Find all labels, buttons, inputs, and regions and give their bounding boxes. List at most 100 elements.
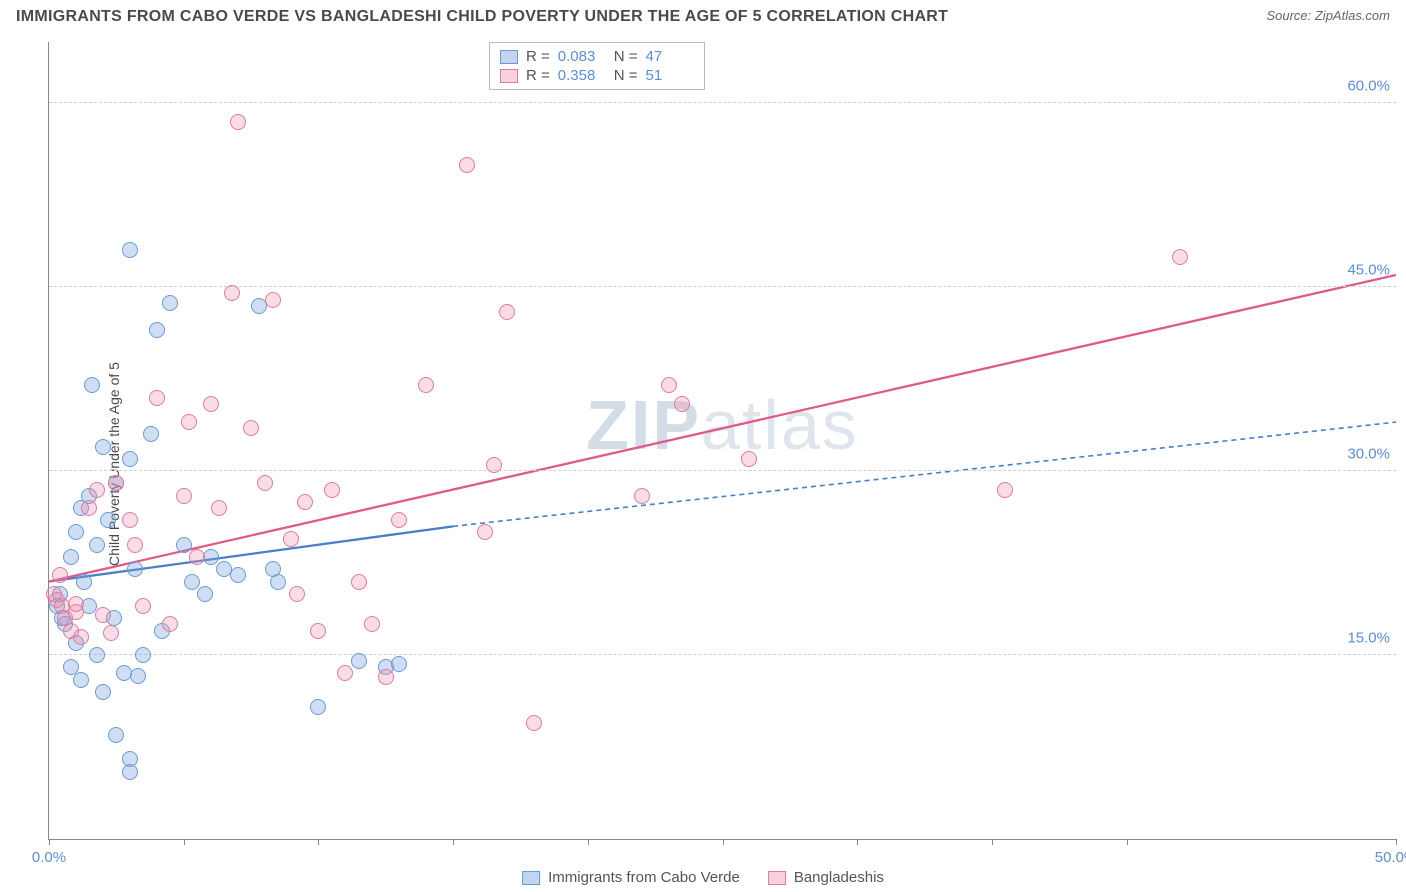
data-point	[68, 524, 84, 540]
source-link[interactable]: ZipAtlas.com	[1315, 8, 1390, 23]
data-point	[741, 451, 757, 467]
data-point	[184, 574, 200, 590]
data-point	[162, 295, 178, 311]
data-point	[176, 488, 192, 504]
data-point	[95, 684, 111, 700]
data-point	[122, 242, 138, 258]
data-point	[499, 304, 515, 320]
data-point	[211, 500, 227, 516]
x-tick	[318, 839, 319, 845]
legend-swatch	[768, 871, 786, 885]
data-point	[76, 574, 92, 590]
n-label: N =	[614, 67, 638, 84]
data-point	[135, 598, 151, 614]
data-point	[127, 537, 143, 553]
data-point	[108, 475, 124, 491]
watermark-light: atlas	[701, 386, 859, 464]
data-point	[459, 157, 475, 173]
data-point	[149, 390, 165, 406]
data-point	[189, 549, 205, 565]
n-value: 47	[646, 48, 694, 65]
gridline	[49, 470, 1396, 471]
data-point	[122, 751, 138, 767]
data-point	[68, 596, 84, 612]
data-point	[391, 512, 407, 528]
data-point	[181, 414, 197, 430]
data-point	[89, 482, 105, 498]
r-label: R =	[526, 48, 550, 65]
r-value: 0.083	[558, 48, 606, 65]
data-point	[486, 457, 502, 473]
data-point	[81, 500, 97, 516]
data-point	[130, 668, 146, 684]
data-point	[526, 715, 542, 731]
trend-line	[49, 526, 453, 581]
legend-item: Immigrants from Cabo Verde	[522, 869, 740, 886]
gridline	[49, 654, 1396, 655]
data-point	[162, 616, 178, 632]
y-tick-label: 30.0%	[1347, 446, 1390, 463]
data-point	[95, 607, 111, 623]
watermark: ZIPatlas	[586, 385, 859, 465]
data-point	[257, 475, 273, 491]
chart-title: IMMIGRANTS FROM CABO VERDE VS BANGLADESH…	[16, 8, 948, 26]
stats-row: R = 0.083 N = 47	[500, 47, 694, 66]
series-swatch	[500, 50, 518, 64]
x-tick-label: 50.0%	[1375, 849, 1406, 866]
x-tick	[723, 839, 724, 845]
data-point	[310, 699, 326, 715]
x-tick	[1127, 839, 1128, 845]
data-point	[122, 451, 138, 467]
data-point	[351, 574, 367, 590]
plot-area: ZIPatlas R = 0.083 N = 47 R = 0.358 N = 51 15.0…	[48, 42, 1396, 840]
gridline	[49, 102, 1396, 103]
x-tick	[1396, 839, 1397, 845]
x-tick	[588, 839, 589, 845]
data-point	[674, 396, 690, 412]
data-point	[297, 494, 313, 510]
legend-label: Immigrants from Cabo Verde	[548, 869, 740, 886]
data-point	[230, 114, 246, 130]
trend-lines	[49, 42, 1396, 839]
data-point	[289, 586, 305, 602]
data-point	[351, 653, 367, 669]
x-tick	[49, 839, 50, 845]
series-swatch	[500, 69, 518, 83]
data-point	[52, 567, 68, 583]
data-point	[310, 623, 326, 639]
r-label: R =	[526, 67, 550, 84]
y-tick-label: 60.0%	[1347, 78, 1390, 95]
x-tick	[184, 839, 185, 845]
data-point	[103, 625, 119, 641]
data-point	[100, 512, 116, 528]
data-point	[391, 656, 407, 672]
data-point	[73, 672, 89, 688]
n-value: 51	[646, 67, 694, 84]
data-point	[95, 439, 111, 455]
data-point	[135, 647, 151, 663]
data-point	[73, 629, 89, 645]
data-point	[224, 285, 240, 301]
source-prefix: Source:	[1266, 8, 1314, 23]
data-point	[997, 482, 1013, 498]
stats-row: R = 0.358 N = 51	[500, 66, 694, 85]
data-point	[89, 647, 105, 663]
data-point	[127, 561, 143, 577]
data-point	[108, 727, 124, 743]
data-point	[84, 377, 100, 393]
data-point	[283, 531, 299, 547]
x-tick-label: 0.0%	[32, 849, 66, 866]
legend-swatch	[522, 871, 540, 885]
r-value: 0.358	[558, 67, 606, 84]
data-point	[270, 574, 286, 590]
data-point	[149, 322, 165, 338]
source-attribution: Source: ZipAtlas.com	[1266, 8, 1390, 23]
n-label: N =	[614, 48, 638, 65]
y-tick-label: 15.0%	[1347, 630, 1390, 647]
data-point	[230, 567, 246, 583]
series-legend: Immigrants from Cabo VerdeBangladeshis	[522, 869, 884, 886]
data-point	[122, 512, 138, 528]
x-tick	[453, 839, 454, 845]
data-point	[477, 524, 493, 540]
gridline	[49, 286, 1396, 287]
